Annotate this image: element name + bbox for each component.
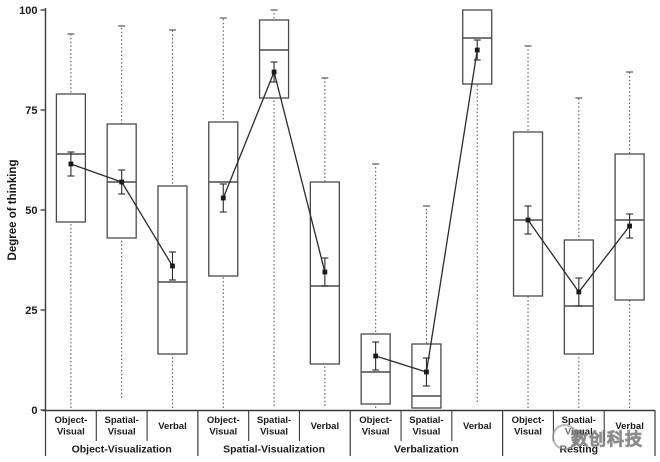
x-sublabel: Spatial- — [562, 415, 596, 426]
x-sublabel: Verbal — [615, 421, 644, 432]
x-sublabel: Verbal — [311, 421, 340, 432]
mean-marker — [627, 223, 633, 229]
x-sublabel: Visual — [108, 427, 136, 438]
x-sublabel: Object- — [512, 415, 545, 426]
x-sublabel: Visual — [57, 427, 85, 438]
mean-marker — [119, 179, 125, 185]
x-sublabel: Visual — [413, 427, 441, 438]
mean-marker — [220, 195, 226, 201]
mean-marker — [424, 369, 429, 375]
x-sublabel: Spatial- — [257, 415, 291, 426]
x-sublabel: Object- — [55, 415, 88, 426]
mean-marker — [271, 69, 277, 75]
y-tick-label: 25 — [25, 305, 37, 317]
x-sublabel: Visual — [362, 427, 390, 438]
mean-marker — [322, 269, 328, 275]
x-sublabel: Visual — [514, 427, 542, 438]
x-sublabel: Visual — [260, 427, 288, 438]
x-group-label: Spatial-Visualization — [223, 444, 325, 456]
x-sublabel: Verbal — [463, 421, 492, 432]
mean-marker — [373, 353, 379, 359]
box — [258, 19, 290, 99]
mean-marker — [68, 161, 74, 167]
x-sublabel: Verbal — [158, 421, 187, 432]
x-sublabel: Object- — [359, 415, 392, 426]
mean-marker — [170, 263, 175, 269]
x-group-label: Verbalization — [394, 444, 459, 456]
mean-marker — [525, 217, 531, 223]
x-sublabel: Visual — [209, 427, 237, 438]
x-group-label: Object-Visualization — [72, 444, 172, 456]
x-sublabel: Visual — [565, 427, 593, 438]
y-tick-label: 75 — [25, 105, 37, 117]
y-axis-title: Degree of thinking — [7, 159, 19, 261]
y-tick-label: 100 — [19, 5, 37, 17]
mean-marker — [576, 289, 582, 295]
x-sublabel: Object- — [207, 415, 240, 426]
y-tick-label: 50 — [25, 205, 37, 217]
mean-marker — [474, 47, 480, 53]
x-sublabel: Spatial- — [105, 415, 139, 426]
x-sublabel: Spatial- — [409, 415, 443, 426]
x-group-label: Resting — [560, 444, 599, 456]
y-tick-label: 0 — [31, 405, 37, 417]
